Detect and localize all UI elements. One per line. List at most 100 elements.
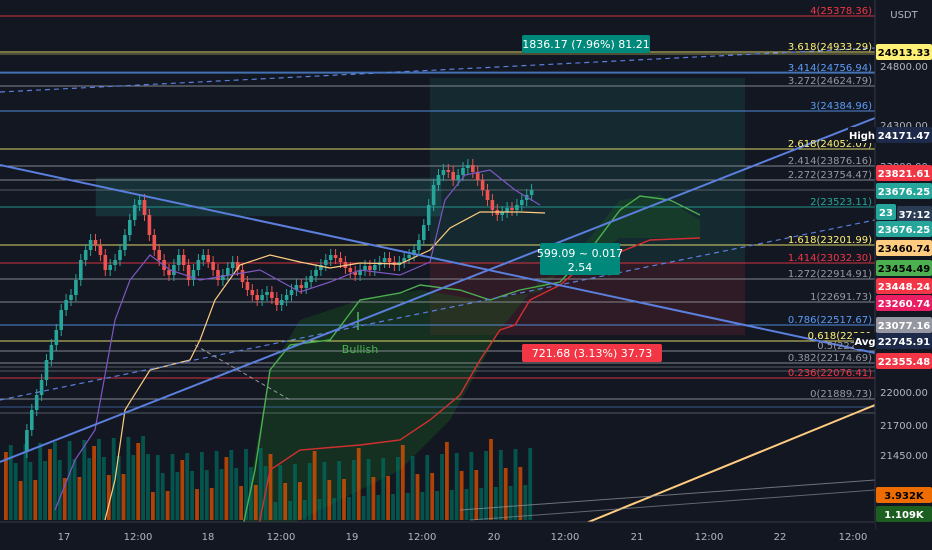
volume-bar (386, 476, 390, 520)
price-badge (876, 353, 932, 369)
volume-bar (165, 491, 170, 520)
candle-body (113, 260, 117, 265)
volume-bar (440, 454, 444, 520)
volume-bar (160, 473, 165, 520)
candle-body (137, 200, 142, 205)
candle-body (529, 190, 534, 195)
price-badge (876, 295, 932, 311)
price-badge (848, 127, 876, 143)
volume-bar (332, 498, 337, 520)
annotation-text: 2.54 (568, 261, 593, 274)
candle-body (216, 270, 220, 280)
volume-bar (155, 455, 160, 520)
candle-body (235, 262, 240, 270)
time-tick: 12:00 (408, 532, 437, 543)
volume-bar (322, 462, 327, 520)
target-zone (430, 78, 745, 263)
candle-body (475, 172, 480, 180)
fib-label: 0(21889.73) (810, 389, 872, 400)
price-badge (854, 333, 876, 349)
volume-bar (513, 449, 518, 520)
time-tick: 12:00 (267, 532, 296, 543)
volume-bar (288, 501, 292, 520)
volume-bar (204, 470, 209, 520)
trendline-up (0, 117, 876, 463)
price-badge (876, 487, 932, 503)
projection-dashed (194, 344, 291, 401)
time-tick: 12:00 (124, 532, 153, 543)
volume-bar (97, 439, 101, 520)
volume-bar (445, 442, 449, 520)
volume-bar (106, 475, 111, 520)
candle-body (177, 255, 181, 265)
fib-label: 1.272(22914.91) (788, 269, 872, 280)
fib-label: 4(25378.36) (810, 6, 872, 17)
fib-label: 3.272(24624.79) (788, 76, 872, 87)
fib-label: 3.618(24933.29) (788, 42, 872, 53)
price-tick: 22000.00 (880, 388, 928, 399)
candle-body (461, 168, 465, 175)
volume-bar (141, 436, 145, 520)
price-badge-text: 22745.91 (878, 337, 931, 348)
time-tick: 20 (488, 532, 501, 543)
volume-bar (224, 457, 229, 520)
candle-body (358, 270, 362, 275)
candle-body (426, 205, 431, 225)
volume-bar (121, 474, 126, 520)
price-badge-text: 22355.48 (878, 357, 931, 368)
volume-bar (302, 500, 307, 520)
volume-bar (77, 477, 82, 520)
fib-label: 1.414(23032.30) (788, 253, 872, 264)
volume-bar (4, 452, 8, 520)
price-badge (876, 240, 932, 256)
candle-body (39, 380, 44, 395)
volume-bar (253, 485, 258, 520)
candle-body (147, 215, 152, 235)
volume-bar (111, 438, 116, 520)
candle-body (25, 430, 29, 452)
candle-body (265, 292, 269, 295)
volume-bar (391, 494, 395, 520)
volume-bar (361, 496, 366, 520)
candle-body (128, 220, 132, 235)
candle-body (324, 260, 328, 265)
price-tick: 21450.00 (880, 451, 928, 462)
candle-body (471, 165, 475, 172)
candle-body (289, 290, 294, 295)
fib-level-labels: 4(25378.36) 3.618(24933.29) 3.414(24756.94… (788, 6, 872, 400)
fib-label: 0.5(22285. (817, 341, 872, 352)
candle-body (230, 262, 235, 268)
candle-body (30, 410, 34, 430)
candle-body (79, 260, 83, 280)
volume-bar (518, 467, 523, 520)
candle-body (505, 208, 509, 212)
time-tick: 22 (774, 532, 787, 543)
volume-bar (371, 477, 376, 520)
fib-label: 2.272(23754.47) (788, 170, 872, 181)
volume-bar (219, 469, 224, 520)
volume-bar (23, 444, 28, 520)
volume-bar (82, 440, 87, 520)
time-tick: 12:00 (839, 532, 868, 543)
annotation-box (522, 35, 650, 53)
volume-bar (116, 456, 121, 520)
cloud-upper-line (239, 195, 701, 541)
fib-label: 1.618(23201.99) (788, 235, 872, 246)
price-badge-text: 23454.49 (878, 264, 931, 275)
candle-body (255, 295, 259, 300)
volume-bar (131, 455, 136, 520)
candle-body (368, 266, 372, 270)
candle-body (44, 360, 49, 380)
candle-body (319, 265, 323, 270)
fib-label: 0.786(22517.67) (788, 315, 872, 326)
price-badge (876, 260, 932, 276)
candle-body (284, 295, 289, 300)
candle-body (353, 272, 357, 275)
candle-body (64, 300, 68, 310)
price-badge-text: Avg (854, 337, 875, 348)
volume-bar (244, 449, 248, 520)
candle-body (157, 250, 161, 260)
candle-body (299, 285, 304, 288)
annotation-text: 599.09 ~ 0.017 (537, 247, 623, 260)
